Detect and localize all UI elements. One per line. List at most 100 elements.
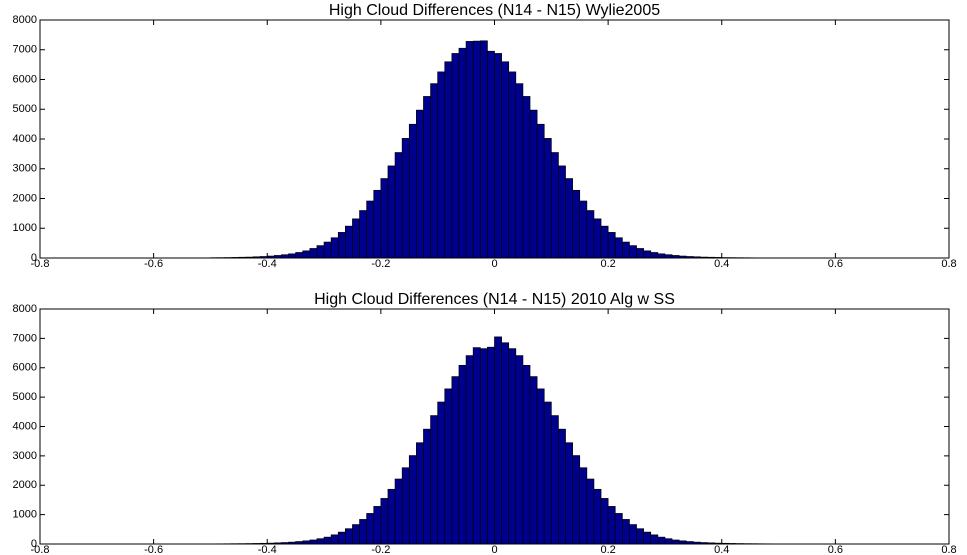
bar bbox=[536, 388, 545, 545]
bar bbox=[600, 225, 609, 259]
x-tick-label: 0 bbox=[491, 258, 497, 270]
y-tick-label: 0 bbox=[31, 252, 37, 264]
y-tick-label: 1000 bbox=[13, 222, 37, 234]
bar bbox=[437, 71, 446, 259]
bar bbox=[444, 388, 453, 545]
x-tick-label: 0 bbox=[491, 544, 497, 555]
bar bbox=[671, 539, 680, 545]
bar bbox=[458, 364, 467, 545]
bar bbox=[330, 237, 339, 259]
bar bbox=[621, 241, 630, 259]
bar bbox=[437, 401, 446, 545]
bar bbox=[458, 47, 467, 259]
x-tick-label: 0.8 bbox=[941, 544, 956, 555]
y-tick-label: 7000 bbox=[13, 332, 37, 344]
bar bbox=[657, 536, 666, 545]
bar bbox=[543, 401, 552, 545]
bar bbox=[387, 488, 396, 545]
bar bbox=[394, 152, 403, 259]
bar bbox=[366, 513, 375, 545]
bar bbox=[501, 342, 510, 545]
x-tick-label: 0.2 bbox=[600, 258, 615, 270]
bar bbox=[408, 455, 417, 545]
bar bbox=[451, 376, 460, 545]
bar bbox=[323, 536, 332, 545]
x-tick-label: -0.2 bbox=[371, 258, 390, 270]
x-tick-label: -0.4 bbox=[258, 544, 277, 555]
bar bbox=[295, 252, 304, 259]
bar bbox=[629, 245, 637, 259]
x-tick-label: -0.8 bbox=[31, 258, 50, 270]
y-tick-label: 4000 bbox=[13, 420, 37, 432]
bar bbox=[387, 165, 396, 259]
bar bbox=[636, 528, 644, 545]
chart-title: High Cloud Differences (N14 - N15) Wylie… bbox=[329, 2, 660, 19]
bar bbox=[479, 348, 488, 545]
bar bbox=[515, 355, 524, 545]
bar bbox=[572, 455, 581, 545]
bar bbox=[430, 83, 439, 259]
bar bbox=[465, 355, 474, 545]
bar bbox=[629, 524, 637, 545]
y-tick-label: 7000 bbox=[13, 44, 37, 56]
bar bbox=[472, 40, 481, 259]
x-tick-label: 0.2 bbox=[600, 544, 615, 555]
bar bbox=[657, 253, 666, 259]
bar bbox=[529, 109, 538, 259]
bar bbox=[416, 109, 424, 259]
bar bbox=[373, 189, 382, 259]
bar bbox=[536, 123, 545, 259]
bar bbox=[430, 415, 439, 545]
bar bbox=[394, 478, 403, 545]
bar bbox=[565, 442, 573, 545]
bar bbox=[309, 539, 318, 545]
bar bbox=[316, 245, 325, 259]
bar bbox=[643, 250, 652, 259]
bar bbox=[479, 40, 488, 259]
bar bbox=[494, 53, 502, 259]
bar bbox=[607, 232, 616, 259]
y-tick-label: 5000 bbox=[13, 103, 37, 115]
bar bbox=[614, 237, 623, 259]
bar bbox=[423, 96, 431, 259]
bar bbox=[607, 506, 616, 545]
bar bbox=[487, 346, 495, 545]
bar bbox=[508, 71, 517, 259]
x-tick-label: -0.4 bbox=[258, 258, 277, 270]
bar bbox=[650, 252, 659, 259]
bar bbox=[472, 347, 481, 545]
bar bbox=[401, 467, 410, 545]
bar bbox=[487, 50, 495, 259]
bar bbox=[408, 123, 417, 259]
bar bbox=[401, 138, 410, 259]
y-tick-label: 3000 bbox=[13, 450, 37, 462]
bar bbox=[522, 364, 531, 545]
bar bbox=[373, 506, 382, 545]
bar bbox=[529, 376, 538, 545]
y-tick-label: 6000 bbox=[13, 362, 37, 374]
bar bbox=[366, 200, 375, 259]
bar bbox=[593, 218, 602, 259]
bar bbox=[352, 524, 360, 545]
x-tick-label: -0.6 bbox=[144, 258, 163, 270]
bar bbox=[323, 241, 332, 259]
chart-title: High Cloud Differences (N14 - N15) 2010 … bbox=[314, 291, 675, 308]
bar bbox=[664, 538, 673, 545]
bar bbox=[352, 218, 360, 259]
bar bbox=[451, 53, 460, 259]
bar bbox=[600, 498, 609, 545]
x-tick-label: 0.6 bbox=[828, 544, 843, 555]
bar bbox=[309, 248, 318, 259]
bar bbox=[558, 428, 566, 545]
bar bbox=[380, 178, 389, 259]
x-tick-label: 0.8 bbox=[941, 258, 956, 270]
x-tick-label: 0.4 bbox=[714, 258, 729, 270]
y-tick-label: 8000 bbox=[13, 14, 37, 26]
y-tick-label: 6000 bbox=[13, 73, 37, 85]
bar bbox=[345, 528, 353, 545]
bar bbox=[621, 519, 630, 545]
bar bbox=[558, 165, 566, 259]
bar bbox=[423, 428, 431, 545]
bar bbox=[416, 442, 424, 545]
